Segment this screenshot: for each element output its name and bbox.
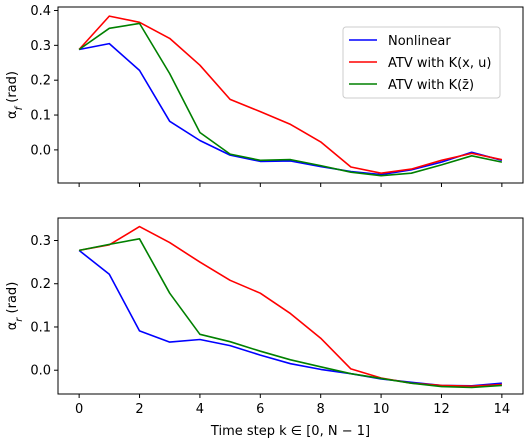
y-tick-label-2-1: 0.1: [30, 320, 51, 335]
x-axis-label-2: Time step k ∈ [0, N − 1]: [210, 424, 370, 439]
axes-frame-1: [57, 6, 524, 184]
series-line-1-3: [78, 22, 503, 177]
y-tick-label-2-2: 0.2: [30, 277, 51, 292]
x-tick-label-2-0: 0: [75, 402, 83, 417]
x-tick-label-2-1: 2: [135, 402, 143, 417]
subplot-2: 0 2 4 6 8 10 12 14 0.0 0.1 0.2 0.3 αr (rad) Time step…: [5, 217, 524, 439]
x-tick-label-2-7: 14: [494, 402, 511, 417]
x-tick-label-2-2: 4: [196, 402, 204, 417]
x-tick-label-2-5: 10: [373, 402, 390, 417]
y-tick-label-1-4: 0.4: [30, 4, 51, 19]
y-tick-label-1-3: 0.3: [30, 39, 51, 54]
legend: Nonlinear ATV with K(x, u) ATV with K(z̄): [342, 26, 501, 99]
series-line-1-2: [78, 15, 503, 174]
y-axis-label-1: αf (rad): [5, 71, 25, 119]
x-tick-label-2-3: 6: [256, 402, 264, 417]
series-line-2-3: [78, 238, 502, 389]
y-tick-label-2-3: 0.3: [30, 234, 51, 249]
series-line-1-1: [78, 42, 503, 176]
legend-frame: [342, 26, 501, 99]
series-line-2-1: [78, 249, 502, 387]
axes-frame-2: [57, 217, 524, 395]
x-tick-label-2-4: 8: [317, 402, 325, 417]
series-line-2-2: [78, 225, 502, 388]
y-axis-label-2: αr (rad): [5, 282, 25, 331]
subplot-1: 0.0 0.1 0.2 0.3 0.4 αf (rad) Nonlinear ATV with…: [5, 4, 524, 187]
y-tick-label-1-0: 0.0: [30, 143, 51, 158]
y-tick-label-1-2: 0.2: [30, 74, 51, 89]
legend-label-2: ATV with K(x, u): [388, 56, 491, 71]
x-tick-label-2-6: 12: [433, 402, 450, 417]
y-tick-label-1-1: 0.1: [30, 109, 51, 124]
legend-label-3: ATV with K(z̄): [388, 78, 474, 93]
legend-label-1: Nonlinear: [388, 34, 451, 49]
y-tick-label-2-0: 0.0: [30, 364, 51, 379]
